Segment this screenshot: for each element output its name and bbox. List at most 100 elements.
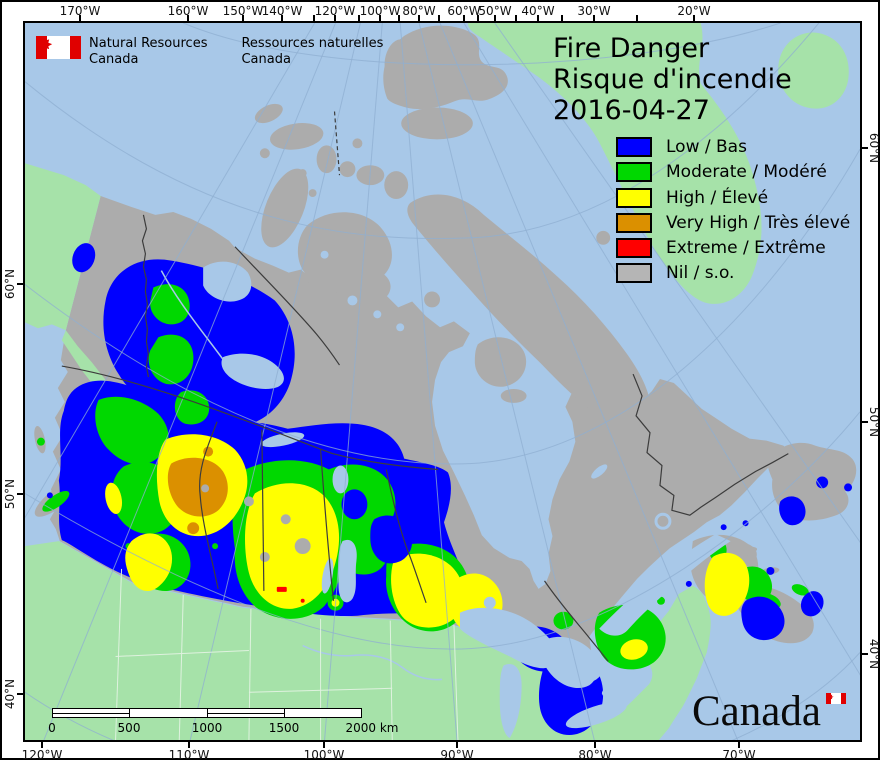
latitude-label-left: 50°N bbox=[3, 478, 17, 510]
longitude-label-bottom: 90°W bbox=[440, 748, 474, 762]
legend-item-very-high: Very High / Très élevé bbox=[616, 212, 851, 233]
longitude-label-top: 40°W bbox=[521, 4, 555, 18]
longitude-label-top: 60°W bbox=[447, 4, 481, 18]
legend-label-moderate: Moderate / Modéré bbox=[666, 162, 827, 183]
scale-bar-labels: 0 500 1000 1500 2000 km bbox=[48, 721, 398, 735]
longitude-label-bottom: 70°W bbox=[722, 748, 756, 762]
axis-minor-tick-top bbox=[358, 15, 360, 21]
map-title: Fire Danger Risque d'incendie 2016-04-27 bbox=[553, 33, 792, 126]
latitude-label-left: 40°N bbox=[3, 678, 17, 710]
longitude-label-top: 120°W bbox=[314, 4, 356, 18]
legend-label-extreme: Extreme / Extrême bbox=[666, 238, 826, 259]
canada-wordmark: Canada bbox=[692, 688, 821, 735]
scale-segment-1 bbox=[53, 709, 131, 717]
axis-tick-right bbox=[862, 147, 868, 149]
axis-tick-right bbox=[862, 653, 868, 655]
axis-tick-top bbox=[693, 15, 695, 21]
scale-bar: 0 500 1000 1500 2000 km bbox=[48, 708, 399, 735]
title-en: Fire Danger bbox=[553, 33, 710, 64]
axis-tick-top bbox=[418, 15, 420, 21]
axis-tick-top bbox=[79, 15, 81, 21]
flag-center bbox=[36, 36, 70, 59]
nrcan-name-en: Natural Resources Canada bbox=[89, 36, 207, 68]
axis-minor-tick-top bbox=[561, 15, 563, 21]
legend-label-nil: Nil / s.o. bbox=[666, 263, 735, 284]
longitude-label-top: 100°W bbox=[359, 4, 401, 18]
legend-label-high: High / Élevé bbox=[666, 187, 769, 208]
scale-segment-3 bbox=[207, 709, 285, 717]
legend-item-extreme: Extreme / Extrême bbox=[616, 238, 850, 259]
axis-tick-top bbox=[463, 15, 465, 21]
axis-tick-bottom bbox=[594, 742, 596, 748]
axis-tick-bottom bbox=[323, 742, 325, 748]
longitude-label-top: 150°W bbox=[222, 4, 264, 18]
wordmark-flag-bar-right bbox=[841, 693, 846, 704]
longitude-label-top: 30°W bbox=[577, 4, 611, 18]
layer-graticule bbox=[25, 23, 860, 740]
axis-tick-top bbox=[334, 15, 336, 21]
title-fr: Risque d'incendie bbox=[553, 64, 792, 95]
nrcan-header: Natural Resources Canada Ressources natu… bbox=[36, 36, 383, 68]
axis-tick-top bbox=[537, 15, 539, 21]
legend-swatch-high bbox=[616, 187, 652, 208]
longitude-label-top: 140°W bbox=[261, 4, 303, 18]
longitude-label-bottom: 110°W bbox=[168, 748, 210, 762]
legend-item-nil: Nil / s.o. bbox=[616, 263, 850, 284]
latitude-label-right: 60°N bbox=[867, 132, 880, 164]
axis-tick-top bbox=[379, 15, 381, 21]
legend-item-low: Low / Bas bbox=[616, 137, 850, 157]
axis-tick-top bbox=[187, 15, 189, 21]
axis-tick-top bbox=[242, 15, 244, 21]
legend-swatch-low bbox=[616, 137, 652, 157]
axis-tick-left bbox=[17, 283, 23, 285]
wordmark-flag-icon bbox=[826, 693, 846, 704]
legend-swatch-nil bbox=[616, 263, 652, 284]
title-date: 2016-04-27 bbox=[553, 95, 710, 126]
axis-tick-top bbox=[593, 15, 595, 21]
axis-tick-left bbox=[17, 493, 23, 495]
longitude-label-top: 160°W bbox=[167, 4, 209, 18]
canada-fire-danger-map bbox=[25, 23, 860, 740]
axis-tick-top bbox=[494, 15, 496, 21]
scale-bar-segments bbox=[52, 708, 362, 718]
layer-rivers bbox=[160, 270, 443, 681]
nrcan-fr-line1: Ressources naturelles bbox=[241, 36, 384, 51]
axis-tick-bottom bbox=[456, 742, 458, 748]
nrcan-name-fr: Ressources naturelles Canada bbox=[241, 36, 383, 68]
longitude-label-bottom: 80°W bbox=[578, 748, 612, 762]
axis-minor-tick-top bbox=[398, 15, 400, 21]
layer-province-borders bbox=[61, 111, 789, 662]
scale-segment-2 bbox=[130, 709, 208, 717]
legend-swatch-moderate bbox=[616, 162, 652, 183]
legend-swatch-extreme bbox=[616, 238, 652, 259]
layer-us-state-lines bbox=[115, 568, 459, 740]
legend: Low / Bas Moderate / Modéré High / Élevé… bbox=[616, 137, 851, 284]
nrcan-en-line2: Canada bbox=[89, 52, 139, 67]
latitude-label-right: 50°N bbox=[867, 406, 880, 438]
axis-tick-bottom bbox=[188, 742, 190, 748]
flag-bar-right bbox=[70, 36, 81, 59]
scale-label: 2000 km bbox=[345, 721, 399, 735]
scale-segment-4 bbox=[285, 709, 361, 717]
map-frame: Natural Resources Canada Ressources natu… bbox=[23, 21, 862, 742]
scale-label: 1500 bbox=[268, 721, 300, 735]
axis-minor-tick-top bbox=[477, 15, 479, 21]
axis-tick-left bbox=[17, 693, 23, 695]
legend-label-very-high: Very High / Très élevé bbox=[666, 212, 851, 233]
axis-tick-bottom bbox=[738, 742, 740, 748]
legend-item-high: High / Élevé bbox=[616, 187, 850, 208]
axis-minor-tick-top bbox=[636, 15, 638, 21]
scale-label: 0 bbox=[48, 721, 56, 735]
scale-label: 500 bbox=[117, 721, 141, 735]
nrcan-fr-line2: Canada bbox=[241, 52, 291, 67]
canada-flag-icon bbox=[36, 36, 81, 59]
layer-fire-extreme bbox=[276, 586, 305, 603]
axis-minor-tick-top bbox=[515, 15, 517, 21]
layer-fire-very-high bbox=[167, 446, 228, 535]
axis-tick-right bbox=[862, 421, 868, 423]
longitude-label-top: 50°W bbox=[478, 4, 512, 18]
longitude-label-top: 20°W bbox=[677, 4, 711, 18]
latitude-label-left: 60°N bbox=[3, 268, 17, 300]
longitude-label-top: 80°W bbox=[402, 4, 436, 18]
